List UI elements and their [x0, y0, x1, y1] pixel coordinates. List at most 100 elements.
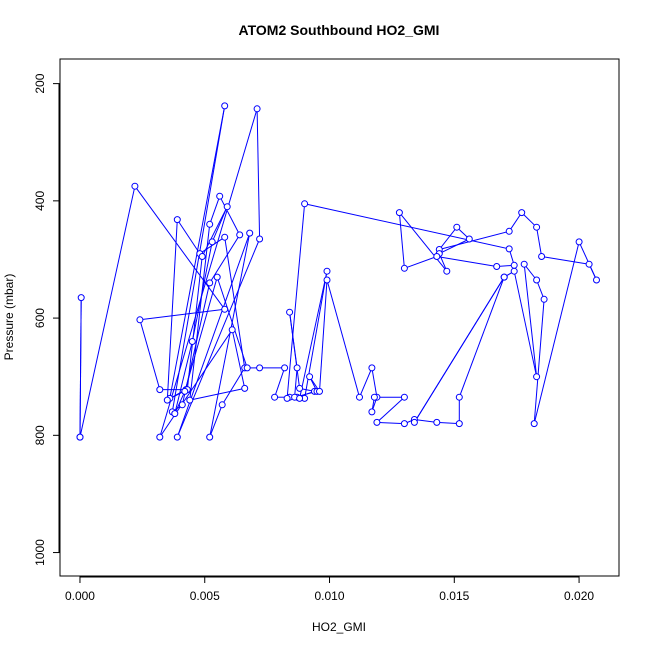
series-line-segment: [319, 279, 328, 392]
data-point: [433, 418, 441, 426]
data-point: [236, 231, 244, 239]
data-point: [400, 420, 408, 428]
series-line-segment: [191, 241, 213, 342]
series-line-segment: [139, 308, 225, 321]
data-point: [171, 410, 179, 418]
data-point: [455, 420, 463, 428]
series-line-segment: [139, 319, 161, 390]
data-point: [271, 393, 279, 401]
series-line-segment: [376, 421, 405, 425]
data-point: [453, 223, 461, 231]
y-tick-label: 600: [33, 308, 47, 328]
data-point: [400, 393, 408, 401]
data-point: [186, 396, 194, 404]
data-point: [221, 102, 229, 110]
data-point: [395, 209, 403, 217]
series-line-segment: [533, 241, 580, 424]
y-axis: 200 400 600 800 1000: [33, 73, 60, 566]
x-tick-label: 0.010: [315, 589, 345, 603]
data-point: [433, 253, 441, 260]
data-point: [208, 238, 216, 246]
data-point: [76, 433, 84, 441]
series-line-segment: [398, 212, 405, 269]
series-line-segment: [219, 195, 241, 236]
series-line-segment: [186, 256, 203, 390]
data-point: [221, 305, 229, 313]
data-point: [223, 203, 231, 211]
series-line-segment: [256, 108, 261, 240]
data-point: [323, 267, 331, 275]
series-line-segment: [166, 219, 178, 401]
data-point: [286, 308, 294, 316]
data-point: [510, 261, 518, 269]
series-line-segment: [413, 276, 505, 423]
data-point: [585, 260, 593, 268]
x-tick-label: 0.005: [190, 589, 220, 603]
y-tick-label: 200: [33, 73, 47, 93]
data-point: [296, 394, 304, 402]
series-line-segment: [159, 108, 258, 438]
data-point: [188, 338, 196, 345]
y-axis-title: Pressure (mbar): [2, 274, 16, 361]
series-line-segment: [294, 367, 298, 398]
data-point: [246, 229, 254, 237]
series-line-segment: [404, 256, 437, 269]
series-line-segment: [79, 297, 82, 438]
data-point: [241, 384, 249, 392]
data-point: [293, 364, 301, 372]
data-point: [256, 364, 264, 372]
data-point: [131, 182, 139, 190]
series-line-segment: [176, 232, 251, 438]
data-point: [296, 384, 304, 392]
data-point: [370, 393, 378, 401]
plot-area: [76, 102, 600, 441]
data-point: [173, 216, 181, 224]
series-line-segment: [221, 367, 246, 406]
x-tick-label: 0.000: [65, 589, 95, 603]
series-line-segment: [438, 226, 458, 250]
data-point: [163, 396, 171, 404]
series-line-segment: [274, 367, 286, 398]
x-axis: 0.000 0.005 0.010 0.015 0.020: [65, 576, 594, 603]
series-line-segment: [399, 212, 448, 272]
series-line-segment: [189, 224, 211, 401]
data-point: [181, 387, 189, 395]
data-point: [198, 253, 206, 260]
series-line-segment: [304, 203, 510, 250]
data-point: [173, 433, 181, 441]
series-line-segment: [174, 341, 193, 414]
data-point: [356, 393, 363, 401]
series-line-segment: [79, 186, 136, 438]
data-point: [373, 418, 381, 426]
series-line-segment: [326, 279, 360, 398]
series-line-segment: [199, 236, 225, 255]
series-line-segment: [209, 196, 221, 225]
series-line-segment: [458, 276, 505, 398]
data-point: [228, 326, 236, 334]
series-line-segment: [533, 299, 545, 424]
data-point: [455, 393, 463, 401]
data-point: [256, 235, 264, 243]
series-line-segment: [439, 238, 470, 255]
data-point: [510, 267, 518, 275]
data-point: [221, 233, 229, 241]
data-point: [493, 263, 501, 270]
data-point: [505, 227, 513, 235]
x-axis-title: HO2_GMI: [312, 620, 366, 634]
series-line-segment: [439, 230, 510, 250]
series-line-segment: [184, 276, 218, 392]
series-line-segment: [541, 256, 590, 265]
series-line-segment: [508, 212, 523, 232]
data-point: [533, 373, 541, 381]
data-point: [400, 264, 408, 272]
data-point: [206, 433, 214, 441]
data-point: [206, 279, 214, 287]
data-point: [218, 401, 226, 409]
series-line-segment: [211, 206, 228, 243]
series-line-segment: [171, 105, 226, 412]
series-line-segment: [201, 206, 228, 257]
series-line-segment: [209, 404, 223, 438]
data-point: [575, 238, 583, 246]
series-line-segment: [176, 219, 201, 254]
